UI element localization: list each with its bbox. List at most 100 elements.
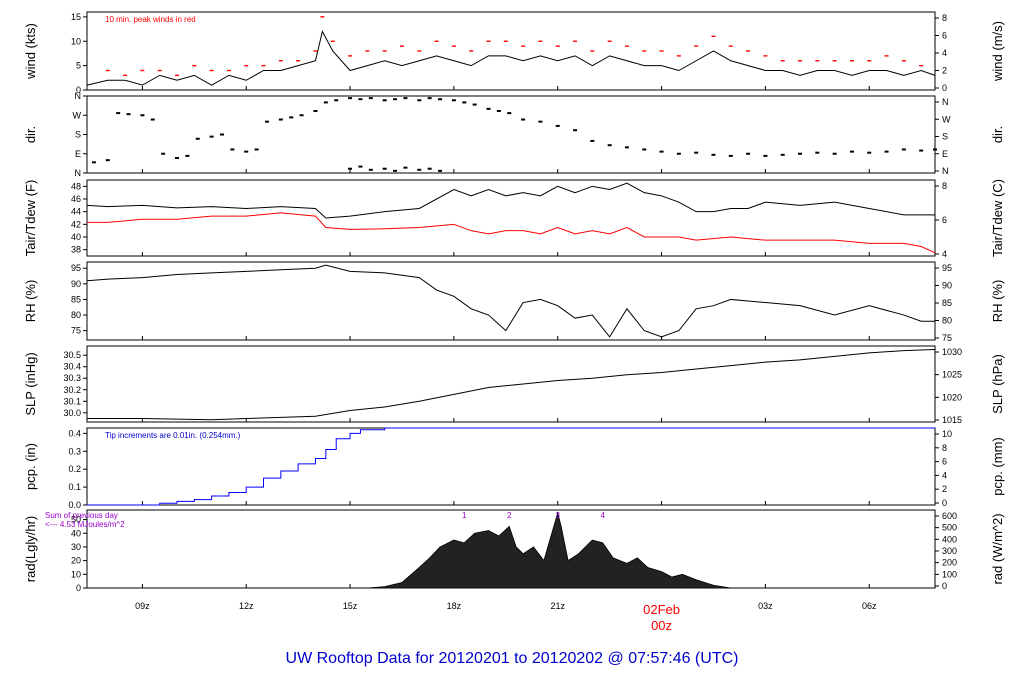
dir-point <box>798 152 803 155</box>
rad-marker: 3 <box>555 511 560 520</box>
dir-point <box>573 129 578 132</box>
peak-wind-mark <box>607 40 612 42</box>
panel-frame-wind <box>86 11 936 91</box>
radiation-area <box>367 511 731 589</box>
left-tick-label-dir: E <box>75 149 81 159</box>
right-tick-label-slp: 1030 <box>942 347 962 357</box>
left-tick-label-wind: 10 <box>71 36 81 46</box>
dir-point <box>393 98 398 101</box>
dir-point <box>91 161 96 164</box>
right-tick-label-pcp: 0 <box>942 498 947 508</box>
peak-wind-mark <box>192 64 197 67</box>
dir-point <box>358 165 363 168</box>
left-axis-label-rad: rad(Lgly/hr) <box>23 516 38 582</box>
dir-point <box>901 148 906 151</box>
left-tick-label-slp: 30.4 <box>63 362 81 372</box>
peak-wind-mark <box>676 55 681 57</box>
peak-wind-mark <box>174 74 179 77</box>
left-tick-label-rh: 90 <box>71 279 81 289</box>
peak-wind-mark <box>278 60 283 62</box>
peak-wind-mark <box>901 60 906 62</box>
left-tick-label-slp: 30.0 <box>63 408 81 418</box>
dir-point <box>538 120 543 123</box>
annotation-pcp: Tip increments are 0.01in. (0.254mm.) <box>105 431 241 440</box>
x-tick-label: 06z <box>862 601 877 611</box>
left-tick-label-rad: 40 <box>71 528 81 538</box>
left-tick-label-rh: 80 <box>71 310 81 320</box>
peak-wind-mark <box>434 40 439 42</box>
peak-wind-mark <box>728 45 733 47</box>
dir-point <box>417 99 422 102</box>
peak-wind-mark <box>521 45 526 47</box>
dir-point <box>472 103 477 106</box>
peak-wind-mark <box>642 50 647 52</box>
left-tick-label-temp: 48 <box>71 181 81 191</box>
peak-wind-mark <box>123 74 128 77</box>
left-tick-label-rad: 0 <box>76 583 81 593</box>
left-tick-label-dir: W <box>73 110 82 120</box>
panel-frame-dir <box>86 95 936 174</box>
peak-wind-mark <box>832 60 837 62</box>
left-axis-label-wind: wind (kts) <box>23 23 38 80</box>
right-tick-label-wind: 0 <box>942 83 947 93</box>
dir-point <box>728 154 733 157</box>
x-tick-label: 09z <box>135 601 150 611</box>
dir-point <box>642 148 647 151</box>
x-tick-label: 12z <box>239 601 254 611</box>
left-tick-label-rad: 50 <box>71 515 81 525</box>
annotation-wind: 10 min. peak winds in red <box>105 15 196 24</box>
left-tick-label-rh: 75 <box>71 326 81 336</box>
left-tick-label-rad: 20 <box>71 556 81 566</box>
series-line-temp-tdew <box>87 212 936 254</box>
peak-wind-mark <box>919 64 924 67</box>
left-axis-label-dir: dir. <box>23 126 38 143</box>
dir-point <box>521 118 526 121</box>
left-axis-label-temp: Tair/Tdew (F) <box>23 180 38 257</box>
dir-point <box>195 137 200 140</box>
right-tick-label-rad: 300 <box>942 546 957 556</box>
panel-frame-temp <box>86 179 936 257</box>
right-tick-label-dir: W <box>942 114 951 124</box>
right-tick-label-pcp: 10 <box>942 429 952 439</box>
right-tick-label-pcp: 6 <box>942 457 947 467</box>
right-axis-label-wind: wind (m/s) <box>990 21 1005 82</box>
dir-point <box>462 101 467 104</box>
dir-point <box>174 157 179 160</box>
peak-wind-mark <box>486 40 491 42</box>
peak-wind-mark <box>659 50 664 52</box>
series-line-temp-tair <box>86 182 935 219</box>
dir-point <box>427 167 432 170</box>
left-tick-label-temp: 38 <box>71 245 81 255</box>
peak-wind-mark <box>365 50 370 52</box>
dir-point <box>382 167 387 170</box>
dir-point <box>299 114 304 117</box>
day-label: 02Feb <box>643 602 680 617</box>
x-tick-label: 21z <box>550 601 565 611</box>
peak-wind-mark <box>538 40 543 42</box>
peak-wind-mark <box>867 60 872 62</box>
right-axis-label-rh: RH (%) <box>990 280 1005 323</box>
x-tick-label: 03z <box>758 601 773 611</box>
peak-wind-mark <box>624 45 629 47</box>
day-label-hour: 00z <box>651 618 672 633</box>
annotation-2-rad: <--- 4.53 MJoules/m^2 <box>45 520 125 529</box>
dir-point <box>334 99 339 102</box>
right-tick-label-dir: E <box>942 149 948 159</box>
right-tick-label-rad: 200 <box>942 558 957 568</box>
dir-point <box>763 154 768 157</box>
peak-wind-mark <box>573 40 578 42</box>
dir-point <box>403 166 408 169</box>
peak-wind-mark <box>849 60 854 62</box>
left-tick-label-dir: N <box>75 91 82 101</box>
dir-point <box>161 152 166 155</box>
dir-point <box>867 151 872 154</box>
dir-point <box>150 118 155 121</box>
left-tick-label-rad: 10 <box>71 569 81 579</box>
peak-wind-mark <box>590 50 595 52</box>
dir-point <box>358 98 363 101</box>
dir-point <box>659 150 664 153</box>
panel-frame-rh <box>86 261 936 341</box>
peak-wind-mark <box>105 69 110 72</box>
series-line-wind <box>86 30 936 86</box>
peak-wind-mark <box>320 16 325 18</box>
